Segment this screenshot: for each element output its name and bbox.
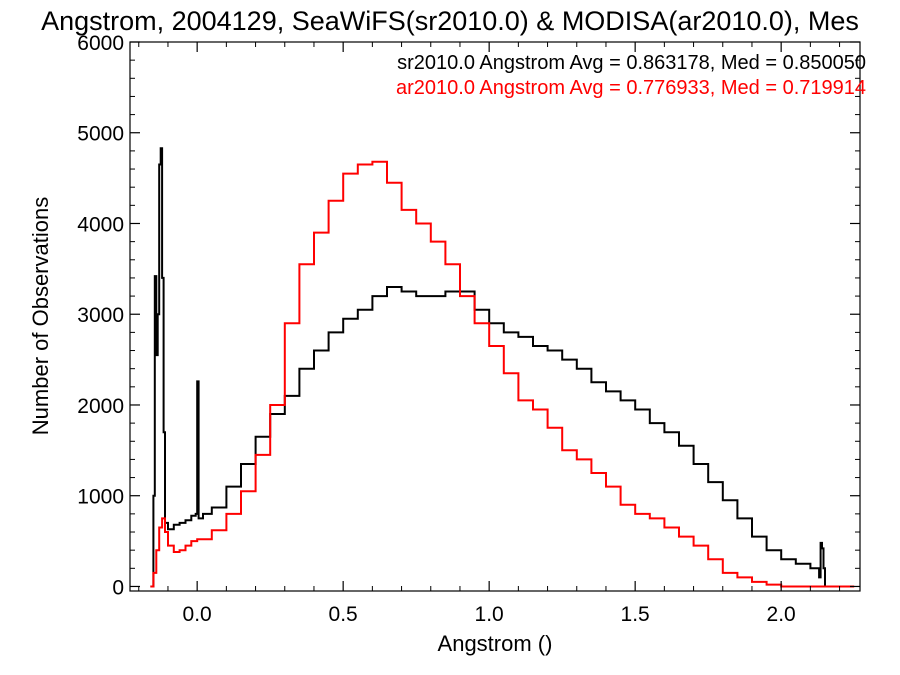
y-tick-label: 1000 [77,486,124,509]
y-tick-label: 3000 [77,304,124,327]
series-line-0 [150,147,826,588]
x-tick-label: 0.0 [183,603,212,626]
x-tick-label: 2.0 [767,603,796,626]
y-tick-label: 2000 [77,395,124,418]
y-tick-label: 5000 [77,123,124,146]
plot-frame [129,41,861,592]
series-line-1 [150,160,855,588]
chart-title: Angstrom, 2004129, SeaWiFS(sr2010.0) & M… [41,6,859,36]
y-axis-label: Number of Observations [28,197,53,435]
x-tick-label: 1.0 [475,603,504,626]
annotation-sr2010: sr2010.0 Angstrom Avg = 0.863178, Med = … [397,52,866,74]
x-axis: 0.0 0.5 1.0 1.5 2.0 [138,42,841,626]
y-axis: 0 1000 2000 3000 4000 5000 6000 [77,32,860,599]
x-tick-label: 0.5 [329,603,358,626]
y-tick-label: 0 [112,576,124,599]
y-tick-label: 4000 [77,213,124,236]
y-tick-label: 6000 [77,32,124,55]
x-tick-label: 1.5 [621,603,650,626]
x-axis-label: Angstrom () [438,631,553,656]
annotation-ar2010: ar2010.0 Angstrom Avg = 0.776933, Med = … [396,77,866,99]
series-layer [150,147,855,588]
